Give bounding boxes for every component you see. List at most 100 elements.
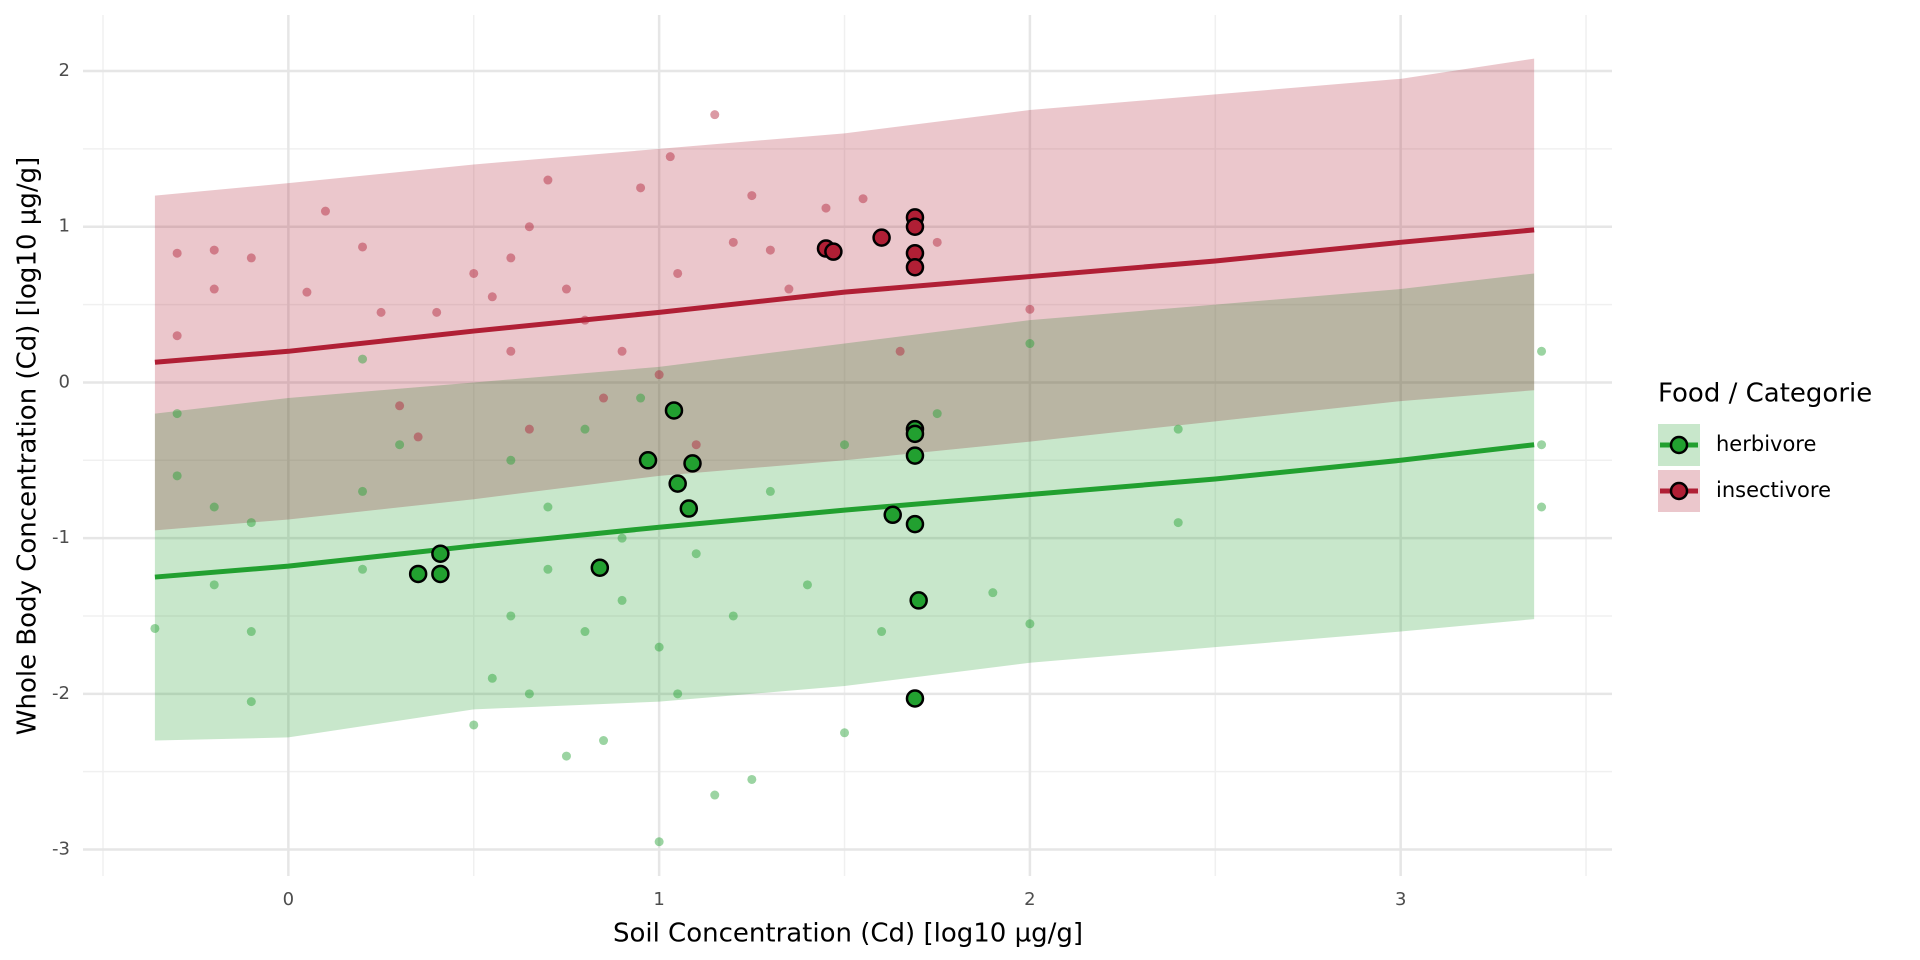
x-tick-label: 2: [1024, 889, 1035, 910]
data-point: [580, 627, 590, 637]
data-point: [395, 401, 405, 411]
highlight-point: [431, 564, 450, 584]
data-point: [246, 697, 256, 707]
data-point: [506, 253, 516, 263]
data-point: [1537, 440, 1547, 450]
data-point: [673, 268, 683, 278]
y-tick-label: 2: [59, 60, 70, 81]
data-point: [599, 736, 609, 746]
data-point: [524, 222, 534, 232]
data-point: [209, 502, 219, 512]
data-point: [877, 627, 887, 637]
highlight-point: [905, 514, 925, 534]
highlight-point: [905, 689, 925, 708]
y-tick-label: -1: [52, 527, 70, 548]
y-axis-label: Whole Body Concentration (Cd) [log10 µg/…: [13, 157, 43, 735]
legend-marker: [1669, 481, 1689, 501]
data-point: [710, 110, 720, 120]
data-point: [765, 245, 775, 255]
data-point: [506, 611, 516, 621]
data-point: [895, 346, 905, 356]
data-point: [1537, 346, 1547, 356]
data-point: [932, 409, 942, 419]
data-point: [617, 595, 627, 605]
data-point: [150, 623, 160, 633]
data-point: [654, 370, 664, 380]
data-point: [209, 284, 219, 294]
highlight-point: [883, 505, 902, 525]
data-point: [840, 728, 850, 738]
data-point: [172, 409, 182, 419]
data-point: [691, 549, 701, 559]
data-point: [320, 206, 330, 216]
data-point: [932, 237, 942, 247]
data-point: [561, 284, 571, 294]
data-point: [246, 253, 256, 263]
data-point: [469, 720, 479, 730]
data-point: [784, 284, 794, 294]
data-point: [506, 455, 516, 465]
highlight-point: [590, 558, 610, 577]
data-point: [432, 307, 442, 317]
data-point: [636, 393, 646, 403]
data-point: [636, 183, 646, 193]
highlight-point: [905, 257, 925, 277]
highlight-point: [664, 401, 684, 420]
x-axis-label: Soil Concentration (Cd) [log10 µg/g]: [613, 919, 1083, 949]
highlight-point: [824, 242, 843, 261]
data-point: [376, 307, 386, 317]
highlight-point: [408, 564, 428, 584]
legend-label: herbivore: [1716, 432, 1816, 456]
data-point: [988, 588, 998, 598]
data-point: [617, 346, 627, 356]
data-point: [543, 564, 553, 574]
data-point: [413, 432, 423, 442]
data-point: [1025, 339, 1035, 349]
data-point: [691, 440, 701, 450]
data-point: [172, 248, 182, 258]
legend-title: Food / Categorie: [1658, 379, 1872, 409]
data-point: [728, 611, 738, 621]
data-point: [172, 331, 182, 341]
x-tick-label: 0: [283, 889, 294, 910]
data-point: [524, 424, 534, 434]
data-point: [599, 393, 609, 403]
trend-line: [154, 442, 1535, 580]
data-point: [172, 471, 182, 481]
data-point: [765, 486, 775, 496]
data-point: [358, 354, 368, 364]
data-point: [1537, 502, 1547, 512]
data-point: [543, 502, 553, 512]
data-point: [358, 242, 368, 252]
data-point: [1173, 424, 1183, 434]
data-point: [246, 518, 256, 528]
data-point: [302, 287, 312, 297]
data-point: [1025, 619, 1035, 629]
legend-marker: [1669, 435, 1689, 455]
data-point: [524, 689, 534, 699]
data-point: [358, 564, 368, 574]
data-point: [617, 533, 627, 543]
data-point: [858, 194, 868, 204]
data-point: [673, 689, 683, 699]
data-point: [469, 268, 479, 278]
data-point: [580, 424, 590, 434]
data-point: [728, 237, 738, 247]
highlight-point: [679, 499, 699, 518]
data-point: [654, 837, 664, 847]
y-tick-label: -2: [52, 683, 70, 704]
x-tick-label: 3: [1395, 889, 1406, 910]
highlight-point: [431, 544, 450, 563]
data-point: [543, 175, 553, 185]
highlight-point: [905, 446, 925, 465]
data-point: [487, 673, 497, 683]
data-point: [1173, 518, 1183, 528]
data-point: [506, 346, 516, 356]
data-point: [1025, 304, 1035, 314]
highlight-point: [905, 217, 925, 236]
legend-label: insectivore: [1716, 478, 1831, 502]
data-point: [246, 627, 256, 637]
data-point: [747, 191, 757, 201]
data-point: [840, 440, 850, 450]
